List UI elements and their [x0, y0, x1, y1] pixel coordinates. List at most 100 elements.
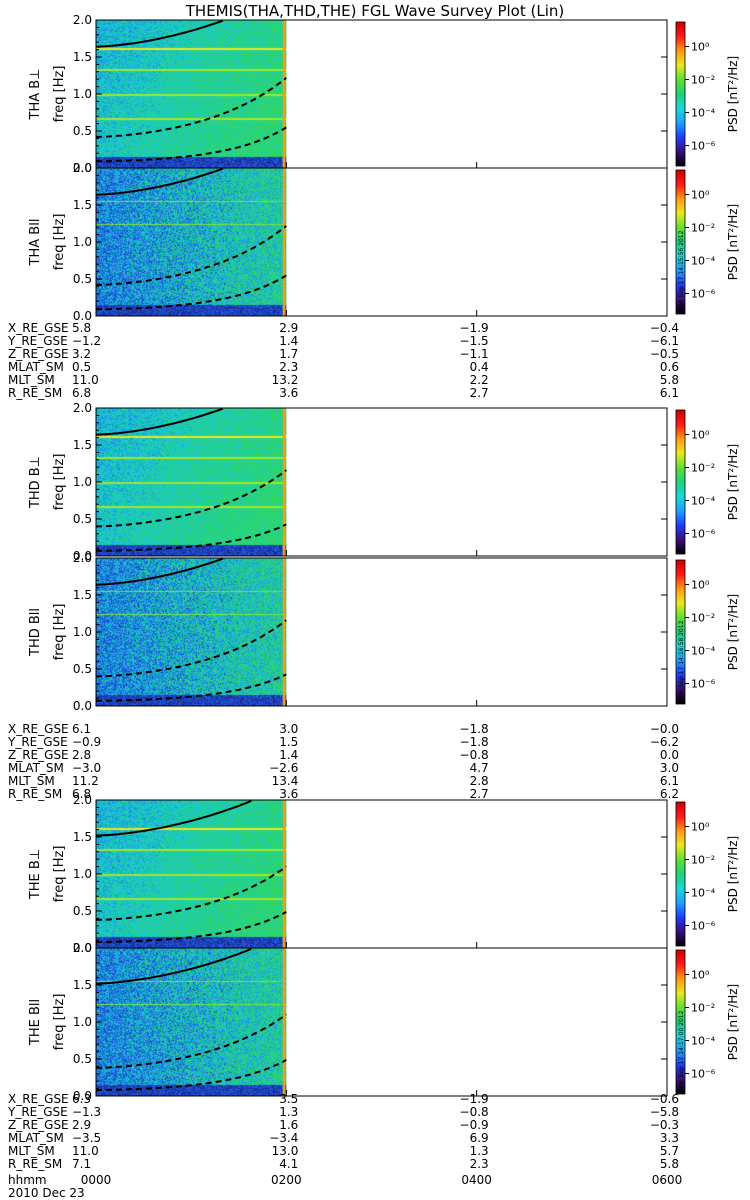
ephemeris-value: 6.8: [72, 787, 91, 801]
ephemeris-value: 0.6: [660, 360, 679, 374]
y-tick-label: 0.0: [73, 699, 92, 713]
gyro-harmonic-line: [96, 799, 252, 837]
freq-axis-label: freq [Hz]: [52, 846, 67, 903]
ephemeris-label: MLT_SM: [8, 373, 55, 387]
ephemeris-value: 1.4: [279, 748, 298, 762]
ephemeris-value: 6.1: [660, 774, 679, 788]
ephemeris-value: −0.8: [460, 748, 489, 762]
freq-axis-label: freq [Hz]: [52, 454, 67, 511]
ephemeris-value: −6.2: [650, 735, 679, 749]
panel-label: THD Bll: [28, 608, 43, 657]
time-tick-label: 0400: [461, 1173, 492, 1187]
ephemeris-value: 6.2: [660, 787, 679, 801]
ephemeris-value: 7.1: [72, 1157, 91, 1171]
colorbar: [675, 801, 686, 947]
colorbar-label: PSD [nT²/Hz]: [726, 56, 740, 132]
ephemeris-value: 11.2: [72, 774, 99, 788]
spectrogram-panel: 0.0 0.5 1.0 1.5 2.0 THA B⊥ freq [Hz] 10⁻⁶ 10⁻⁴ 10…: [28, 13, 740, 175]
colorbar-tick-label: 10⁻⁶: [691, 920, 716, 933]
ephemeris-value: 0.0: [660, 748, 679, 762]
ephemeris-value: 6.9: [470, 1131, 489, 1145]
ephemeris-label: Z_RE_GSE: [8, 1118, 69, 1132]
ephemeris-value: −1.3: [72, 1105, 101, 1119]
ephemeris-value: −3.4: [269, 1131, 298, 1145]
plot-timestamp: Mon Sep 17 14:15:56 2012: [678, 230, 685, 312]
colorbar-tick-label: 10⁻⁶: [691, 1068, 716, 1081]
freq-axis-label: freq [Hz]: [52, 214, 67, 271]
gyro-harmonic-line: [96, 274, 287, 311]
colorbar-tick-label: 10⁻²: [691, 462, 715, 475]
colorbar: [675, 409, 686, 555]
y-tick-label: 0.0: [73, 309, 92, 323]
ephemeris-value: 6.1: [72, 722, 91, 736]
time-tick-label: 0200: [271, 1173, 302, 1187]
ephemeris-value: 6.8: [72, 386, 91, 400]
colorbar-label: PSD [nT²/Hz]: [726, 836, 740, 912]
colorbar-tick-label: 10⁻⁴: [691, 1035, 716, 1048]
gyro-harmonic-line: [96, 77, 287, 138]
y-tick-label: 0.0: [73, 941, 92, 955]
y-tick-label: 1.0: [73, 625, 92, 639]
ephemeris-value: 13.4: [272, 774, 299, 788]
colorbar-tick-label: 10⁰: [691, 821, 710, 834]
spectrogram-image: [96, 558, 287, 706]
colorbar-tick-label: 10⁻²: [691, 74, 715, 87]
ephemeris-value: 2.9: [279, 321, 298, 335]
ephemeris-value: 1.5: [279, 735, 298, 749]
ephemeris-value: 13.2: [272, 373, 299, 387]
y-tick-label: 0.0: [73, 161, 92, 175]
ephemeris-value: 1.7: [279, 347, 298, 361]
spectrogram-image: [96, 168, 287, 316]
colorbar-label: PSD [nT²/Hz]: [726, 984, 740, 1060]
colorbar: [675, 559, 686, 705]
date-label: 2010 Dec 23: [8, 1186, 85, 1200]
colorbar-tick-label: 10⁻⁶: [691, 140, 716, 153]
ephemeris-value: 1.3: [470, 1144, 489, 1158]
ephemeris-value: 4.7: [470, 761, 489, 775]
y-tick-label: 2.0: [73, 551, 92, 565]
y-tick-label: 1.0: [73, 867, 92, 881]
time-tick-label: 0000: [81, 1173, 112, 1187]
ephemeris-value: 2.7: [470, 787, 489, 801]
ephemeris-label: MLAT_SM: [8, 1131, 64, 1145]
gyro-harmonic-line: [96, 126, 287, 163]
y-tick-label: 1.5: [73, 588, 92, 602]
ephemeris-value: −1.5: [460, 334, 489, 348]
y-tick-label: 0.5: [73, 1052, 92, 1066]
colorbar-tick-label: 10⁻⁴: [691, 255, 716, 268]
y-tick-label: 0.5: [73, 124, 92, 138]
ephemeris-value: −1.2: [72, 334, 101, 348]
colorbar-tick-label: 10⁻²: [691, 612, 715, 625]
colorbar-tick-label: 10⁻²: [691, 854, 715, 867]
y-tick-label: 2.0: [73, 401, 92, 415]
ephemeris-value: 6.3: [72, 1092, 91, 1106]
ephemeris-label: R_RE_SM: [8, 1157, 62, 1171]
ephemeris-value: −0.3: [650, 1118, 679, 1132]
colorbar-tick-label: 10⁻⁴: [691, 645, 716, 658]
gyro-harmonic-line: [96, 407, 224, 436]
colorbar-tick-label: 10⁻⁴: [691, 495, 716, 508]
ephemeris-value: −3.5: [72, 1131, 101, 1145]
ephemeris-label: Z_RE_GSE: [8, 347, 69, 361]
spectrogram-image: [96, 20, 287, 168]
gyro-harmonic-line: [96, 911, 287, 944]
y-tick-label: 1.5: [73, 978, 92, 992]
ephemeris-value: 3.0: [279, 722, 298, 736]
ephemeris-label: X_RE_GSE: [8, 722, 69, 736]
spectrogram-panel: 0.0 0.5 1.0 1.5 2.0 THA Bll freq [Hz] 10⁻⁶ 10⁻⁴ 1…: [28, 161, 740, 323]
colorbar: [675, 21, 686, 167]
y-tick-label: 1.0: [73, 235, 92, 249]
ephemeris-label: Z_RE_GSE: [8, 748, 69, 762]
ephemeris-value: 1.6: [279, 1118, 298, 1132]
colorbar-tick-label: 10⁻⁶: [691, 678, 716, 691]
gyro-harmonic-line: [95, 865, 287, 921]
ephemeris-label: Y_RE_GSE: [7, 334, 68, 348]
colorbar-label: PSD [nT²/Hz]: [726, 204, 740, 280]
spectrogram-image: [96, 800, 287, 948]
colorbar-label: PSD [nT²/Hz]: [726, 444, 740, 520]
ephemeris-label: R_RE_SM: [8, 386, 62, 400]
gyro-harmonic-line: [96, 19, 224, 48]
colorbar-tick-label: 10⁻²: [691, 222, 715, 235]
y-tick-label: 1.5: [73, 438, 92, 452]
